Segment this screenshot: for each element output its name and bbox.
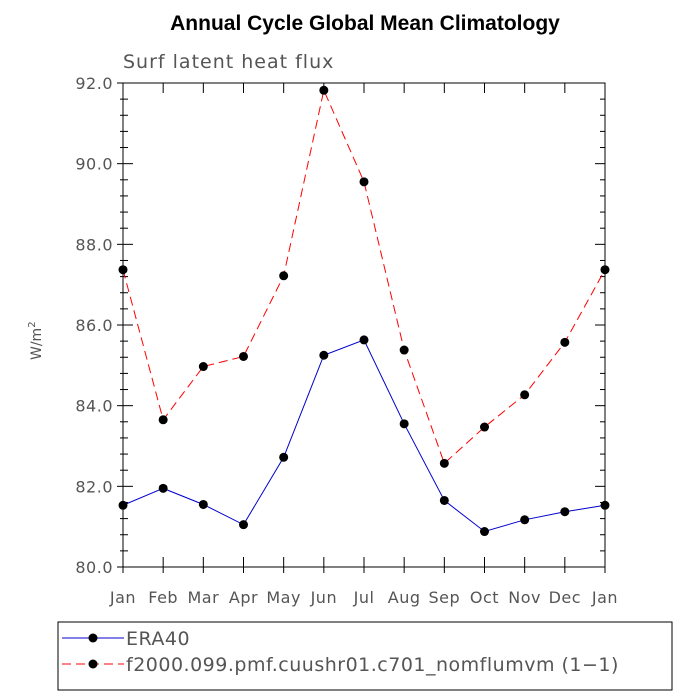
series-0-point (198, 499, 208, 509)
x-tick-label: Aug (388, 588, 421, 607)
y-tick-label: 92.0 (75, 74, 113, 93)
x-tick-label: Jul (353, 588, 375, 607)
series-0-point (359, 335, 369, 345)
series-points (118, 85, 610, 537)
series-0-point (399, 419, 409, 429)
series-1-point (439, 458, 449, 468)
legend-label-1: f2000.099.pmf.cuushr01.c701_nomflumvm (1… (126, 654, 619, 676)
y-tick-label: 84.0 (75, 397, 113, 416)
series-0-point (158, 483, 168, 493)
legend: ERA40 f2000.099.pmf.cuushr01.c701_nomflum… (62, 628, 619, 676)
series-0-point (319, 350, 329, 360)
series-0-point (239, 520, 248, 530)
series-1-point (359, 177, 369, 187)
series-0-point (480, 527, 489, 537)
legend-marker-1 (88, 659, 98, 669)
legend-marker-0 (88, 633, 98, 643)
series-line-0 (122, 339, 606, 533)
x-tick-label: Oct (470, 588, 499, 607)
series-1-point (560, 337, 570, 347)
x-tick-labels: Jan Feb Mar Apr May Jun Jul Aug Sep Oct Nov Dec Jan (109, 588, 618, 607)
series-1-point (198, 362, 208, 372)
series-0-point (600, 500, 610, 510)
series-line-1 (122, 88, 606, 465)
y-tick-label: 82.0 (75, 477, 113, 496)
x-tick-label: May (266, 588, 301, 607)
series-1-point (158, 415, 168, 425)
series-0-point (118, 500, 128, 510)
series-1-point (520, 390, 530, 400)
x-tick-label: Sep (429, 588, 461, 607)
x-tick-label: Jan (591, 588, 618, 607)
plot-frame (122, 82, 606, 568)
x-tick-label: Dec (549, 588, 581, 607)
series-1-point (118, 265, 128, 275)
series-1-point (399, 345, 409, 355)
series-1-point (239, 351, 248, 361)
x-tick-label: Jan (109, 588, 136, 607)
series-1-point (319, 85, 329, 95)
series-1-point (279, 271, 289, 281)
y-tick-labels: 80.0 82.0 84.0 86.0 88.0 90.0 92.0 (75, 74, 113, 577)
y-axis-label-sup: 2 (27, 321, 38, 327)
series-0-point (520, 515, 530, 525)
series-0-point (560, 507, 570, 517)
x-tick-label: Jun (310, 588, 338, 607)
y-tick-label: 90.0 (75, 155, 113, 174)
x-tick-label: Nov (508, 588, 541, 607)
series-0-point (439, 495, 449, 505)
y-axis-label: W/m2 (27, 321, 45, 360)
y-axis-label-main: W/m (29, 328, 45, 360)
series-lines (122, 88, 606, 533)
legend-box (57, 621, 673, 691)
series-1-point (600, 265, 610, 275)
y-tick-label: 80.0 (75, 558, 113, 577)
legend-label-0: ERA40 (126, 628, 190, 650)
x-tick-label: Feb (148, 588, 178, 607)
series-1-point (480, 422, 489, 432)
chart-subtitle: Surf latent heat flux (123, 51, 334, 73)
series-0-point (279, 452, 289, 462)
chart-title: Annual Cycle Global Mean Climatology (170, 12, 560, 35)
y-tick-label: 88.0 (75, 235, 113, 254)
y-tick-label: 86.0 (75, 316, 113, 335)
x-tick-label: Apr (229, 588, 258, 607)
x-tick-label: Mar (187, 588, 219, 607)
